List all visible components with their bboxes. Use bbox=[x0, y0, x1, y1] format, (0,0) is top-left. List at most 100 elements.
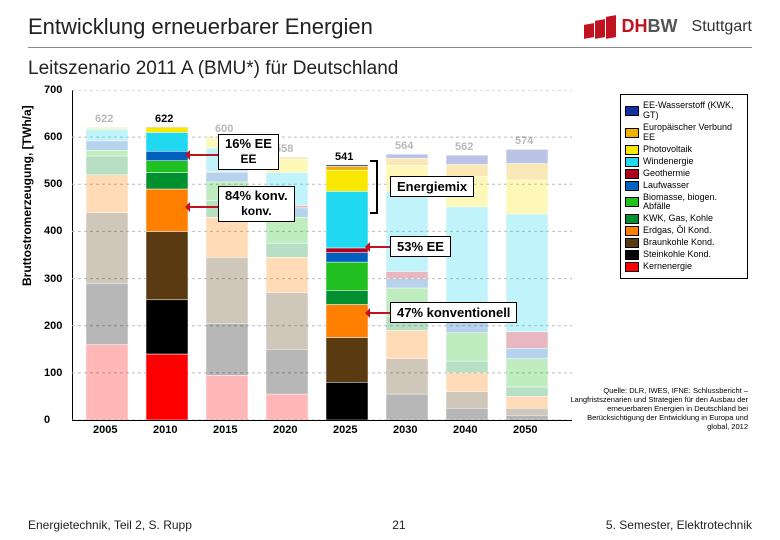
chart-legend: EE-Wasserstoff (KWK, GT)Europäischer Ver… bbox=[620, 94, 748, 279]
footer-left: Energietechnik, Teil 2, S. Rupp bbox=[28, 518, 192, 532]
bar-segment bbox=[146, 161, 188, 173]
bar-segment bbox=[86, 150, 128, 156]
ytick-label: 200 bbox=[44, 320, 68, 332]
bar-segment bbox=[266, 243, 308, 257]
xaxis-year-label: 2030 bbox=[393, 424, 417, 436]
xaxis-year-label: 2040 bbox=[453, 424, 477, 436]
footer-right: 5. Semester, Elektrotechnik bbox=[606, 518, 752, 532]
bar-segment bbox=[506, 348, 548, 358]
ytick-label: 400 bbox=[44, 225, 68, 237]
bar-segment bbox=[86, 345, 128, 420]
legend-item: Windenergie bbox=[625, 157, 743, 167]
bar-segment bbox=[446, 392, 488, 409]
legend-item: EE-Wasserstoff (KWK, GT) bbox=[625, 101, 743, 121]
bar-segment bbox=[386, 158, 428, 165]
bar-total-label: 562 bbox=[455, 141, 473, 153]
callout-ee-2025: 53% EE bbox=[390, 236, 451, 257]
legend-label: Braunkohle Kond. bbox=[643, 238, 715, 248]
bar-segment bbox=[326, 262, 368, 290]
arrow-icon bbox=[188, 206, 218, 208]
legend-item: Erdgas, Öl Kond. bbox=[625, 226, 743, 236]
slide-subtitle: Leitszenario 2011 A (BMU*) für Deutschla… bbox=[28, 58, 752, 80]
bar-segment bbox=[506, 359, 548, 387]
bar-segment bbox=[146, 127, 188, 128]
legend-item: Laufwasser bbox=[625, 181, 743, 191]
bar-total-label: 564 bbox=[395, 140, 413, 152]
bar-segment bbox=[146, 173, 188, 190]
logo-cubes-icon bbox=[584, 16, 616, 38]
logo: DHBW Stuttgart bbox=[584, 16, 752, 38]
bar-segment bbox=[446, 373, 488, 392]
legend-swatch bbox=[625, 181, 639, 191]
xaxis bbox=[72, 420, 572, 421]
legend-swatch bbox=[625, 145, 639, 155]
bar-segment bbox=[506, 387, 548, 396]
legend-item: Biomasse, biogen. Abfälle bbox=[625, 193, 743, 213]
bar-segment bbox=[386, 359, 428, 394]
legend-swatch bbox=[625, 226, 639, 236]
yaxis-label: Bruttostromerzeugung, [TWh/a] bbox=[20, 105, 34, 286]
bar-segment bbox=[386, 154, 428, 158]
ytick-label: 100 bbox=[44, 367, 68, 379]
bar-total-label: 541 bbox=[335, 151, 353, 163]
legend-label: Geothermie bbox=[643, 169, 690, 179]
bar-segment bbox=[206, 173, 248, 182]
legend-swatch bbox=[625, 157, 639, 167]
logo-text: DHBW bbox=[622, 16, 678, 37]
bar-segment bbox=[326, 165, 368, 166]
bar-segment bbox=[386, 191, 428, 271]
bar-segment bbox=[146, 300, 188, 354]
bar-segment bbox=[266, 257, 308, 292]
bar-total-label: 574 bbox=[515, 135, 533, 147]
arrow-icon bbox=[368, 246, 390, 248]
legend-item: KWK, Gas, Kohle bbox=[625, 214, 743, 224]
ytick-label: 0 bbox=[44, 414, 68, 426]
bar-segment bbox=[266, 394, 308, 420]
bar-segment bbox=[206, 323, 248, 375]
bar-segment bbox=[506, 396, 548, 408]
legend-swatch bbox=[625, 250, 639, 260]
bar-segment bbox=[446, 361, 488, 373]
legend-swatch bbox=[625, 262, 639, 272]
callout-ee-2010: 16% EEEE bbox=[218, 134, 279, 170]
bar-total-label: 622 bbox=[155, 113, 173, 125]
bar-segment bbox=[206, 375, 248, 420]
footer-page: 21 bbox=[392, 518, 405, 532]
legend-item: Steinkohle Kond. bbox=[625, 250, 743, 260]
ytick-label: 700 bbox=[44, 84, 68, 96]
legend-label: KWK, Gas, Kohle bbox=[643, 214, 713, 224]
bar-segment bbox=[446, 207, 488, 311]
bar-segment bbox=[326, 382, 368, 420]
bar-segment bbox=[386, 279, 428, 288]
bar-segment bbox=[386, 272, 428, 279]
bar-segment bbox=[506, 332, 548, 349]
chart: Bruttostromerzeugung, [TWh/a] 0100200300… bbox=[28, 86, 748, 466]
bar-segment bbox=[446, 408, 488, 420]
legend-label: Windenergie bbox=[643, 157, 694, 167]
bar-segment bbox=[86, 283, 128, 344]
bar-segment bbox=[506, 149, 548, 163]
bar-segment bbox=[326, 166, 368, 170]
bar-segment bbox=[386, 330, 428, 358]
bar-segment bbox=[506, 164, 548, 181]
legend-label: Erdgas, Öl Kond. bbox=[643, 226, 712, 236]
legend-label: EE-Wasserstoff (KWK, GT) bbox=[643, 101, 743, 121]
legend-item: Europäischer Verbund EE bbox=[625, 123, 743, 143]
bar-segment bbox=[506, 415, 548, 420]
legend-swatch bbox=[625, 128, 639, 138]
xaxis-year-label: 2005 bbox=[93, 424, 117, 436]
bar-segment bbox=[506, 408, 548, 415]
bar-segment bbox=[326, 290, 368, 304]
bar-segment bbox=[326, 253, 368, 262]
legend-item: Photovoltaik bbox=[625, 145, 743, 155]
bar-segment bbox=[146, 231, 188, 299]
bar-segment bbox=[326, 170, 368, 191]
slide-header: Entwicklung erneuerbarer Energien DHBW S… bbox=[28, 12, 752, 48]
ytick-label: 600 bbox=[44, 131, 68, 143]
legend-swatch bbox=[625, 169, 639, 179]
legend-swatch bbox=[625, 238, 639, 248]
bar-segment bbox=[146, 132, 188, 151]
bar-segment bbox=[206, 257, 248, 323]
bar-segment bbox=[206, 217, 248, 257]
bar-segment bbox=[86, 141, 128, 150]
